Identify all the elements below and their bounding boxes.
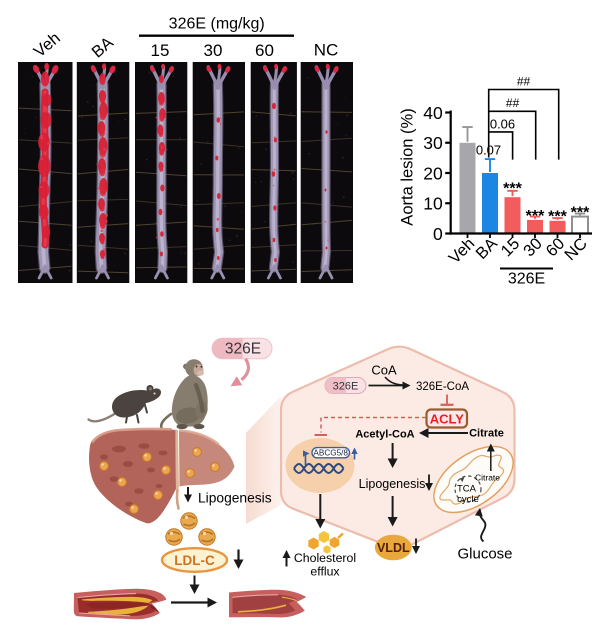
svg-text:60: 60 <box>255 41 274 60</box>
svg-text:##: ## <box>517 75 531 89</box>
svg-text:***: *** <box>503 181 522 198</box>
svg-text:NC: NC <box>314 41 339 60</box>
svg-text:326E-CoA: 326E-CoA <box>416 381 469 393</box>
svg-text:326E: 326E <box>333 381 359 393</box>
svg-text:Cholesterol: Cholesterol <box>294 551 356 565</box>
svg-text:NC: NC <box>561 235 591 265</box>
svg-text:VLDL: VLDL <box>377 541 410 555</box>
svg-text:20: 20 <box>423 163 443 183</box>
svg-text:ABCG5/8: ABCG5/8 <box>313 449 348 458</box>
svg-text:326E (mg/kg): 326E (mg/kg) <box>169 16 265 33</box>
svg-text:BA: BA <box>473 235 501 263</box>
svg-text:##: ## <box>506 96 520 110</box>
svg-text:40: 40 <box>423 103 443 123</box>
svg-text:efflux: efflux <box>310 565 340 579</box>
svg-text:30: 30 <box>204 41 223 60</box>
svg-text:cycle: cycle <box>457 494 479 505</box>
svg-text:326E: 326E <box>225 341 261 358</box>
svg-text:ACLY: ACLY <box>430 411 465 426</box>
svg-text:***: *** <box>548 209 567 226</box>
svg-text:15: 15 <box>151 41 170 60</box>
svg-text:30: 30 <box>423 133 443 153</box>
svg-text:TCA: TCA <box>457 484 477 495</box>
svg-text:***: *** <box>571 205 590 222</box>
svg-text:0.06: 0.06 <box>490 117 515 132</box>
svg-text:0: 0 <box>433 224 443 244</box>
svg-text:0.07: 0.07 <box>476 143 501 158</box>
svg-text:Glucose: Glucose <box>457 545 512 562</box>
svg-text:LDL-C: LDL-C <box>174 553 215 568</box>
svg-text:BA: BA <box>89 34 117 62</box>
svg-text:326E: 326E <box>508 271 545 288</box>
svg-text:CoA: CoA <box>371 363 397 378</box>
svg-text:Citrate: Citrate <box>475 473 500 483</box>
svg-text:Veh: Veh <box>31 29 64 61</box>
svg-text:***: *** <box>526 208 545 225</box>
svg-text:Citrate: Citrate <box>469 428 504 440</box>
svg-text:Lipogenesis: Lipogenesis <box>198 491 272 506</box>
svg-text:10: 10 <box>423 194 443 214</box>
svg-text:Lipogenesis: Lipogenesis <box>359 477 426 491</box>
svg-text:Acetyl-CoA: Acetyl-CoA <box>355 429 414 441</box>
svg-text:Aorta lesion (%): Aorta lesion (%) <box>399 108 417 225</box>
